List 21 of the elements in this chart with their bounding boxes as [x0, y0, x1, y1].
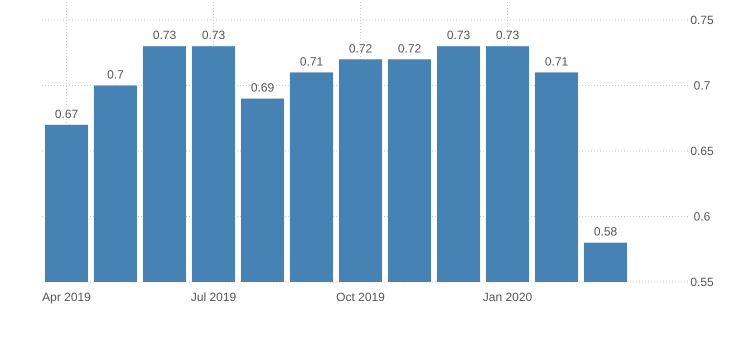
data-label: 0.71 [544, 54, 568, 68]
y-tick-label: 0.75 [690, 13, 714, 27]
data-label: 0.72 [348, 41, 372, 56]
x-tick-label: Oct 2019 [336, 290, 386, 304]
y-tick-label: 0.7 [694, 78, 711, 92]
data-label: 0.73 [202, 28, 226, 42]
data-label: 0.72 [398, 41, 422, 56]
data-label: 0.69 [250, 80, 274, 95]
data-label: 0.71 [300, 54, 324, 68]
y-tick-label: 0.6 [694, 210, 711, 224]
y-tick-label: 0.65 [690, 144, 714, 158]
data-label: 0.73 [446, 28, 470, 42]
data-label: 0.58 [594, 224, 618, 239]
data-label: 0.7 [107, 68, 124, 82]
data-label: 0.67 [54, 106, 78, 121]
x-tick-label: Apr 2019 [42, 290, 92, 304]
x-tick-label: Jan 2020 [482, 290, 533, 304]
y-tick-label: 0.55 [690, 275, 714, 289]
data-label: 0.73 [152, 28, 176, 42]
data-label: 0.73 [496, 28, 520, 42]
x-tick-label: Jul 2019 [190, 290, 237, 304]
